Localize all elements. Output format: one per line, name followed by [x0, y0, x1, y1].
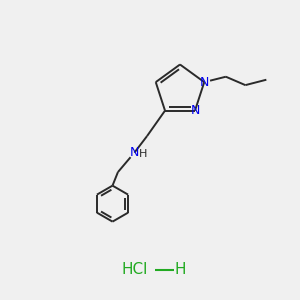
Text: H: H — [139, 148, 148, 158]
Text: HCl: HCl — [122, 262, 148, 278]
Text: H: H — [174, 262, 186, 278]
Text: N: N — [190, 104, 200, 117]
Text: N: N — [200, 76, 209, 88]
Text: N: N — [130, 146, 139, 159]
